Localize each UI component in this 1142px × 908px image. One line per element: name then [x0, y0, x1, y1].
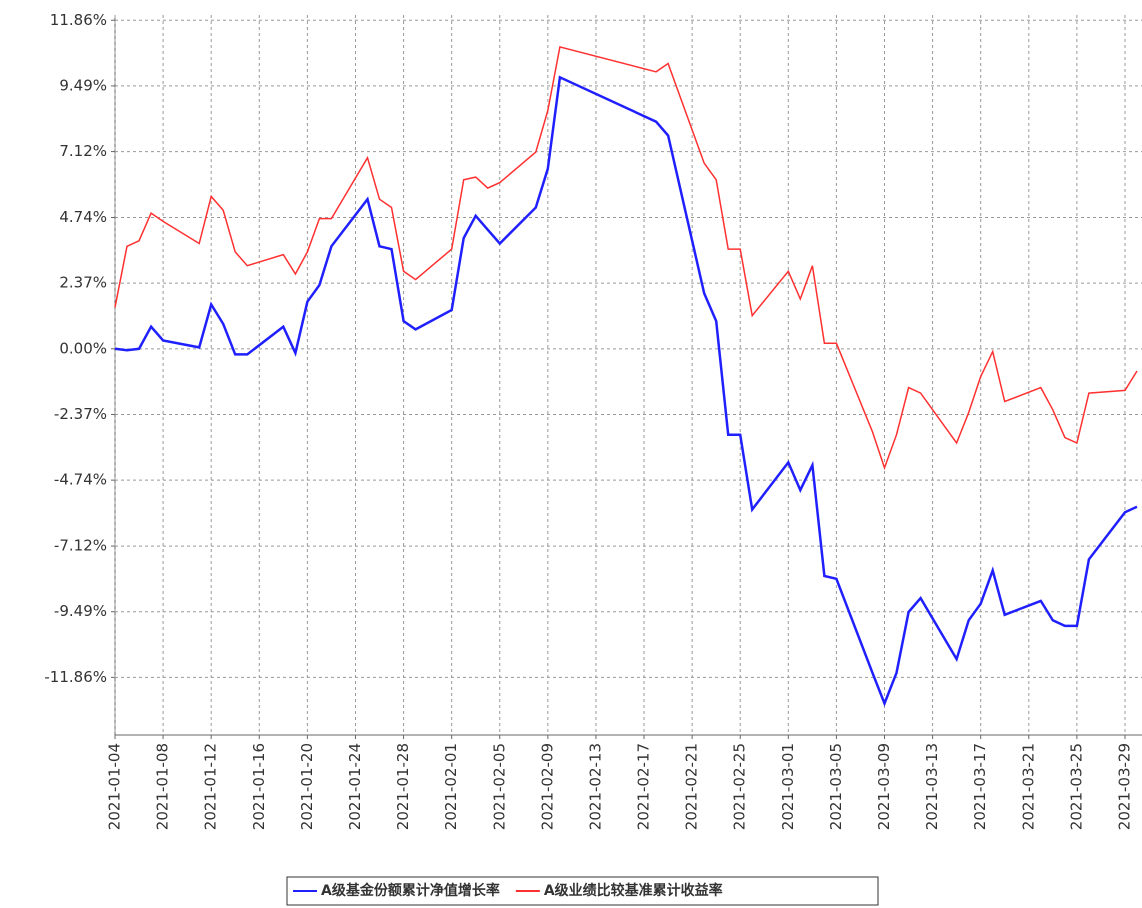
series-line — [114, 75, 1138, 707]
x-tick-label: 2021-03-29 — [1115, 743, 1133, 830]
x-tick-label: 2021-03-01 — [779, 743, 797, 830]
x-tick-label: 2021-02-17 — [635, 743, 653, 830]
series-line — [114, 45, 1138, 471]
y-tick-label: 4.74% — [59, 208, 107, 226]
x-tick-label: 2021-01-28 — [394, 743, 412, 830]
x-tick-label: 2021-01-12 — [202, 743, 220, 830]
x-tick-label: 2021-02-01 — [442, 743, 460, 830]
y-tick-label: 2.37% — [59, 274, 107, 292]
x-tick-label: 2021-03-17 — [971, 743, 989, 830]
y-tick-label: 11.86% — [50, 11, 107, 29]
x-tick-label: 2021-02-09 — [538, 743, 556, 830]
y-tick-label: -9.49% — [54, 602, 107, 620]
x-tick-label: 2021-02-13 — [586, 743, 604, 830]
x-tick-label: 2021-03-13 — [923, 743, 941, 830]
plot-area — [115, 15, 1142, 735]
y-tick-label: -11.86% — [44, 668, 107, 686]
legend-label: A级业绩比较基准累计收益率 — [544, 882, 723, 899]
x-tick-label: 2021-02-21 — [683, 743, 701, 830]
x-tick-label: 2021-01-24 — [346, 743, 364, 830]
x-tick-label: 2021-02-05 — [490, 743, 508, 830]
x-tick-label: 2021-02-25 — [731, 743, 749, 830]
x-tick-label: 2021-01-16 — [250, 743, 268, 830]
x-tick-label: 2021-03-21 — [1019, 743, 1037, 830]
x-tick-label: 2021-03-05 — [827, 743, 845, 830]
y-tick-label: -7.12% — [54, 537, 107, 555]
y-tick-label: 0.00% — [59, 339, 107, 357]
legend — [286, 876, 879, 906]
legend-label: A级基金份额累计净值增长率 — [321, 882, 500, 899]
y-tick-label: 9.49% — [59, 76, 107, 94]
x-tick-label: 2021-01-04 — [106, 743, 124, 830]
x-tick-label: 2021-03-09 — [875, 743, 893, 830]
x-tick-label: 2021-03-25 — [1067, 743, 1085, 830]
y-tick-label: -2.37% — [54, 405, 107, 423]
x-tick-label: 2021-01-20 — [298, 743, 316, 830]
y-tick-label: -4.74% — [54, 471, 107, 489]
y-tick-label: 7.12% — [59, 142, 107, 160]
x-tick-label: 2021-01-08 — [154, 743, 172, 830]
